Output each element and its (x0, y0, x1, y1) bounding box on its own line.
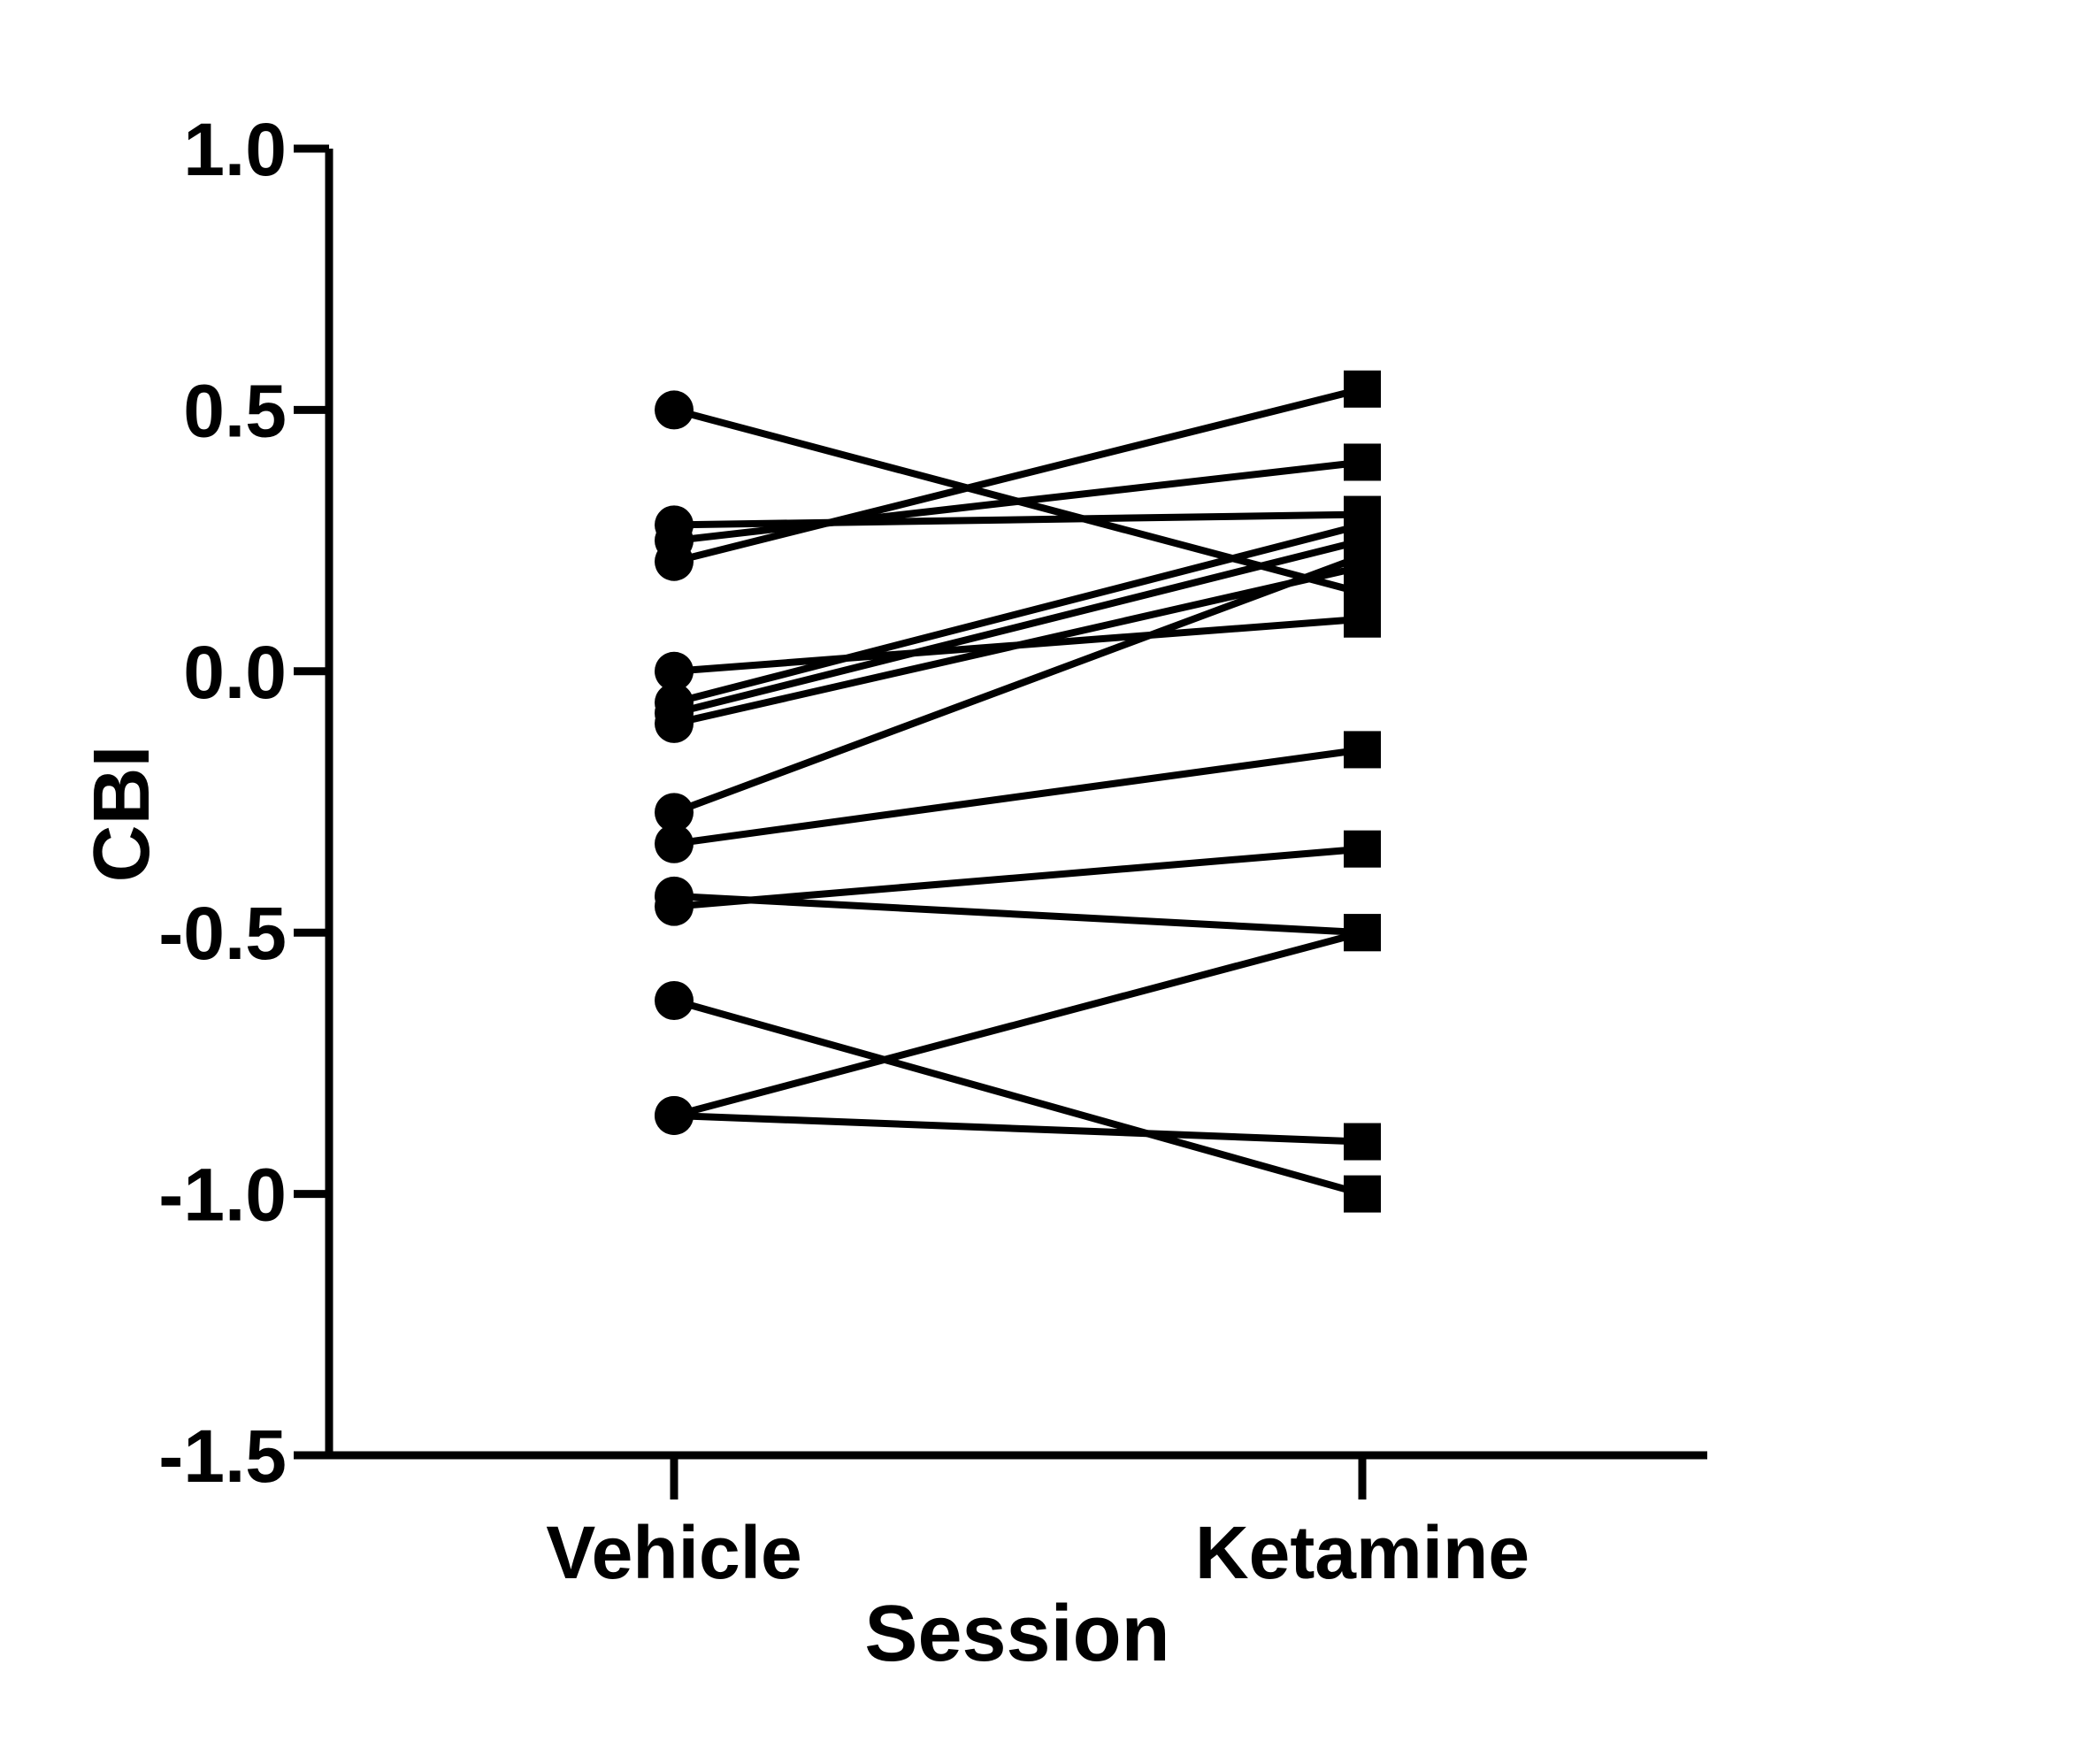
pair-line (673, 563, 1363, 727)
y-tick-label: 1.0 (183, 108, 287, 191)
pair-line (673, 510, 1363, 529)
y-tick-label: 0.5 (183, 369, 287, 452)
vehicle-point (655, 824, 694, 863)
pair-line (673, 385, 1363, 565)
vehicle-point (655, 541, 694, 581)
pair-line (673, 458, 1363, 545)
x-category-labels: Vehicle Ketamine (546, 1511, 1529, 1594)
pair-line (673, 537, 1363, 717)
y-tick-label: -0.5 (158, 892, 287, 975)
y-axis-title: CBI (78, 746, 166, 883)
ketamine-point (1344, 370, 1381, 408)
pair-line (672, 929, 1364, 1119)
ketamine-point (1344, 830, 1381, 868)
pair-line (673, 1111, 1363, 1146)
y-tick-label: 0.0 (183, 631, 287, 714)
pair-line (673, 521, 1363, 707)
vehicle-point (655, 981, 694, 1021)
vehicle-point (655, 390, 694, 430)
vehicle-point (655, 793, 694, 832)
x-category-label: Vehicle (546, 1511, 802, 1594)
vehicle-point (655, 886, 694, 926)
ketamine-point (1344, 1123, 1381, 1161)
x-category-label: Ketamine (1195, 1511, 1529, 1594)
vehicle-point (655, 703, 694, 743)
ketamine-point (1344, 914, 1381, 952)
ketamine-point (1344, 600, 1381, 638)
pair-line (673, 892, 1363, 937)
ketamine-point (1344, 537, 1381, 575)
ketamine-point (1344, 443, 1381, 481)
ketamine-point (1344, 1175, 1381, 1213)
y-tick-label: -1.0 (158, 1154, 287, 1237)
data-pairs (655, 370, 1381, 1213)
y-tick-label: -1.5 (158, 1415, 287, 1498)
axes (294, 144, 1707, 1499)
ketamine-point (1344, 731, 1381, 769)
vehicle-point (655, 1095, 694, 1135)
y-tick-labels: 1.0 0.5 0.0 -0.5 -1.0 -1.5 (158, 108, 287, 1498)
vehicle-point (655, 651, 694, 691)
x-axis-title: Session (864, 1590, 1169, 1678)
pair-line (672, 997, 1364, 1198)
pair-line (673, 746, 1363, 847)
pair-line (673, 845, 1363, 910)
pair-line (672, 553, 1364, 817)
